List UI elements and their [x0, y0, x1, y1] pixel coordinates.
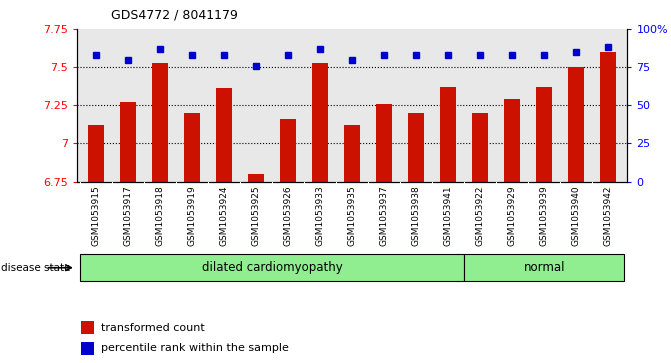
Text: GSM1053922: GSM1053922 — [476, 185, 484, 246]
Bar — [464, 254, 624, 281]
Bar — [440, 87, 456, 182]
Bar — [344, 125, 360, 182]
Text: GSM1053941: GSM1053941 — [444, 185, 453, 246]
Bar — [81, 321, 94, 334]
Bar — [376, 104, 393, 182]
Bar — [248, 174, 264, 182]
Bar — [152, 62, 168, 182]
Bar — [216, 89, 232, 182]
Text: GSM1053926: GSM1053926 — [284, 185, 293, 246]
Text: dilated cardiomyopathy: dilated cardiomyopathy — [202, 261, 343, 274]
Bar — [408, 113, 424, 182]
Text: GSM1053942: GSM1053942 — [604, 185, 613, 246]
Text: GSM1053937: GSM1053937 — [380, 185, 389, 246]
Text: GSM1053919: GSM1053919 — [188, 185, 197, 246]
Text: GSM1053938: GSM1053938 — [412, 185, 421, 246]
Text: GSM1053917: GSM1053917 — [124, 185, 133, 246]
Text: GSM1053935: GSM1053935 — [348, 185, 357, 246]
Bar — [81, 254, 464, 281]
Text: GDS4772 / 8041179: GDS4772 / 8041179 — [111, 9, 238, 22]
Text: GSM1053924: GSM1053924 — [220, 185, 229, 246]
Text: GSM1053918: GSM1053918 — [156, 185, 165, 246]
Text: GSM1053933: GSM1053933 — [316, 185, 325, 246]
Bar — [81, 342, 94, 355]
Bar — [536, 87, 552, 182]
Bar — [568, 67, 584, 182]
Text: normal: normal — [523, 261, 565, 274]
Bar — [185, 113, 201, 182]
Bar — [280, 119, 297, 182]
Bar — [89, 125, 105, 182]
Bar — [312, 62, 328, 182]
Text: GSM1053925: GSM1053925 — [252, 185, 261, 246]
Text: GSM1053939: GSM1053939 — [539, 185, 549, 246]
Text: disease state: disease state — [1, 263, 71, 273]
Bar — [472, 113, 488, 182]
Text: transformed count: transformed count — [101, 323, 205, 333]
Text: percentile rank within the sample: percentile rank within the sample — [101, 343, 289, 354]
Bar — [600, 52, 616, 182]
Bar — [120, 102, 136, 182]
Text: GSM1053915: GSM1053915 — [92, 185, 101, 246]
Bar — [504, 99, 520, 182]
Text: GSM1053940: GSM1053940 — [572, 185, 580, 246]
Text: GSM1053929: GSM1053929 — [508, 185, 517, 246]
